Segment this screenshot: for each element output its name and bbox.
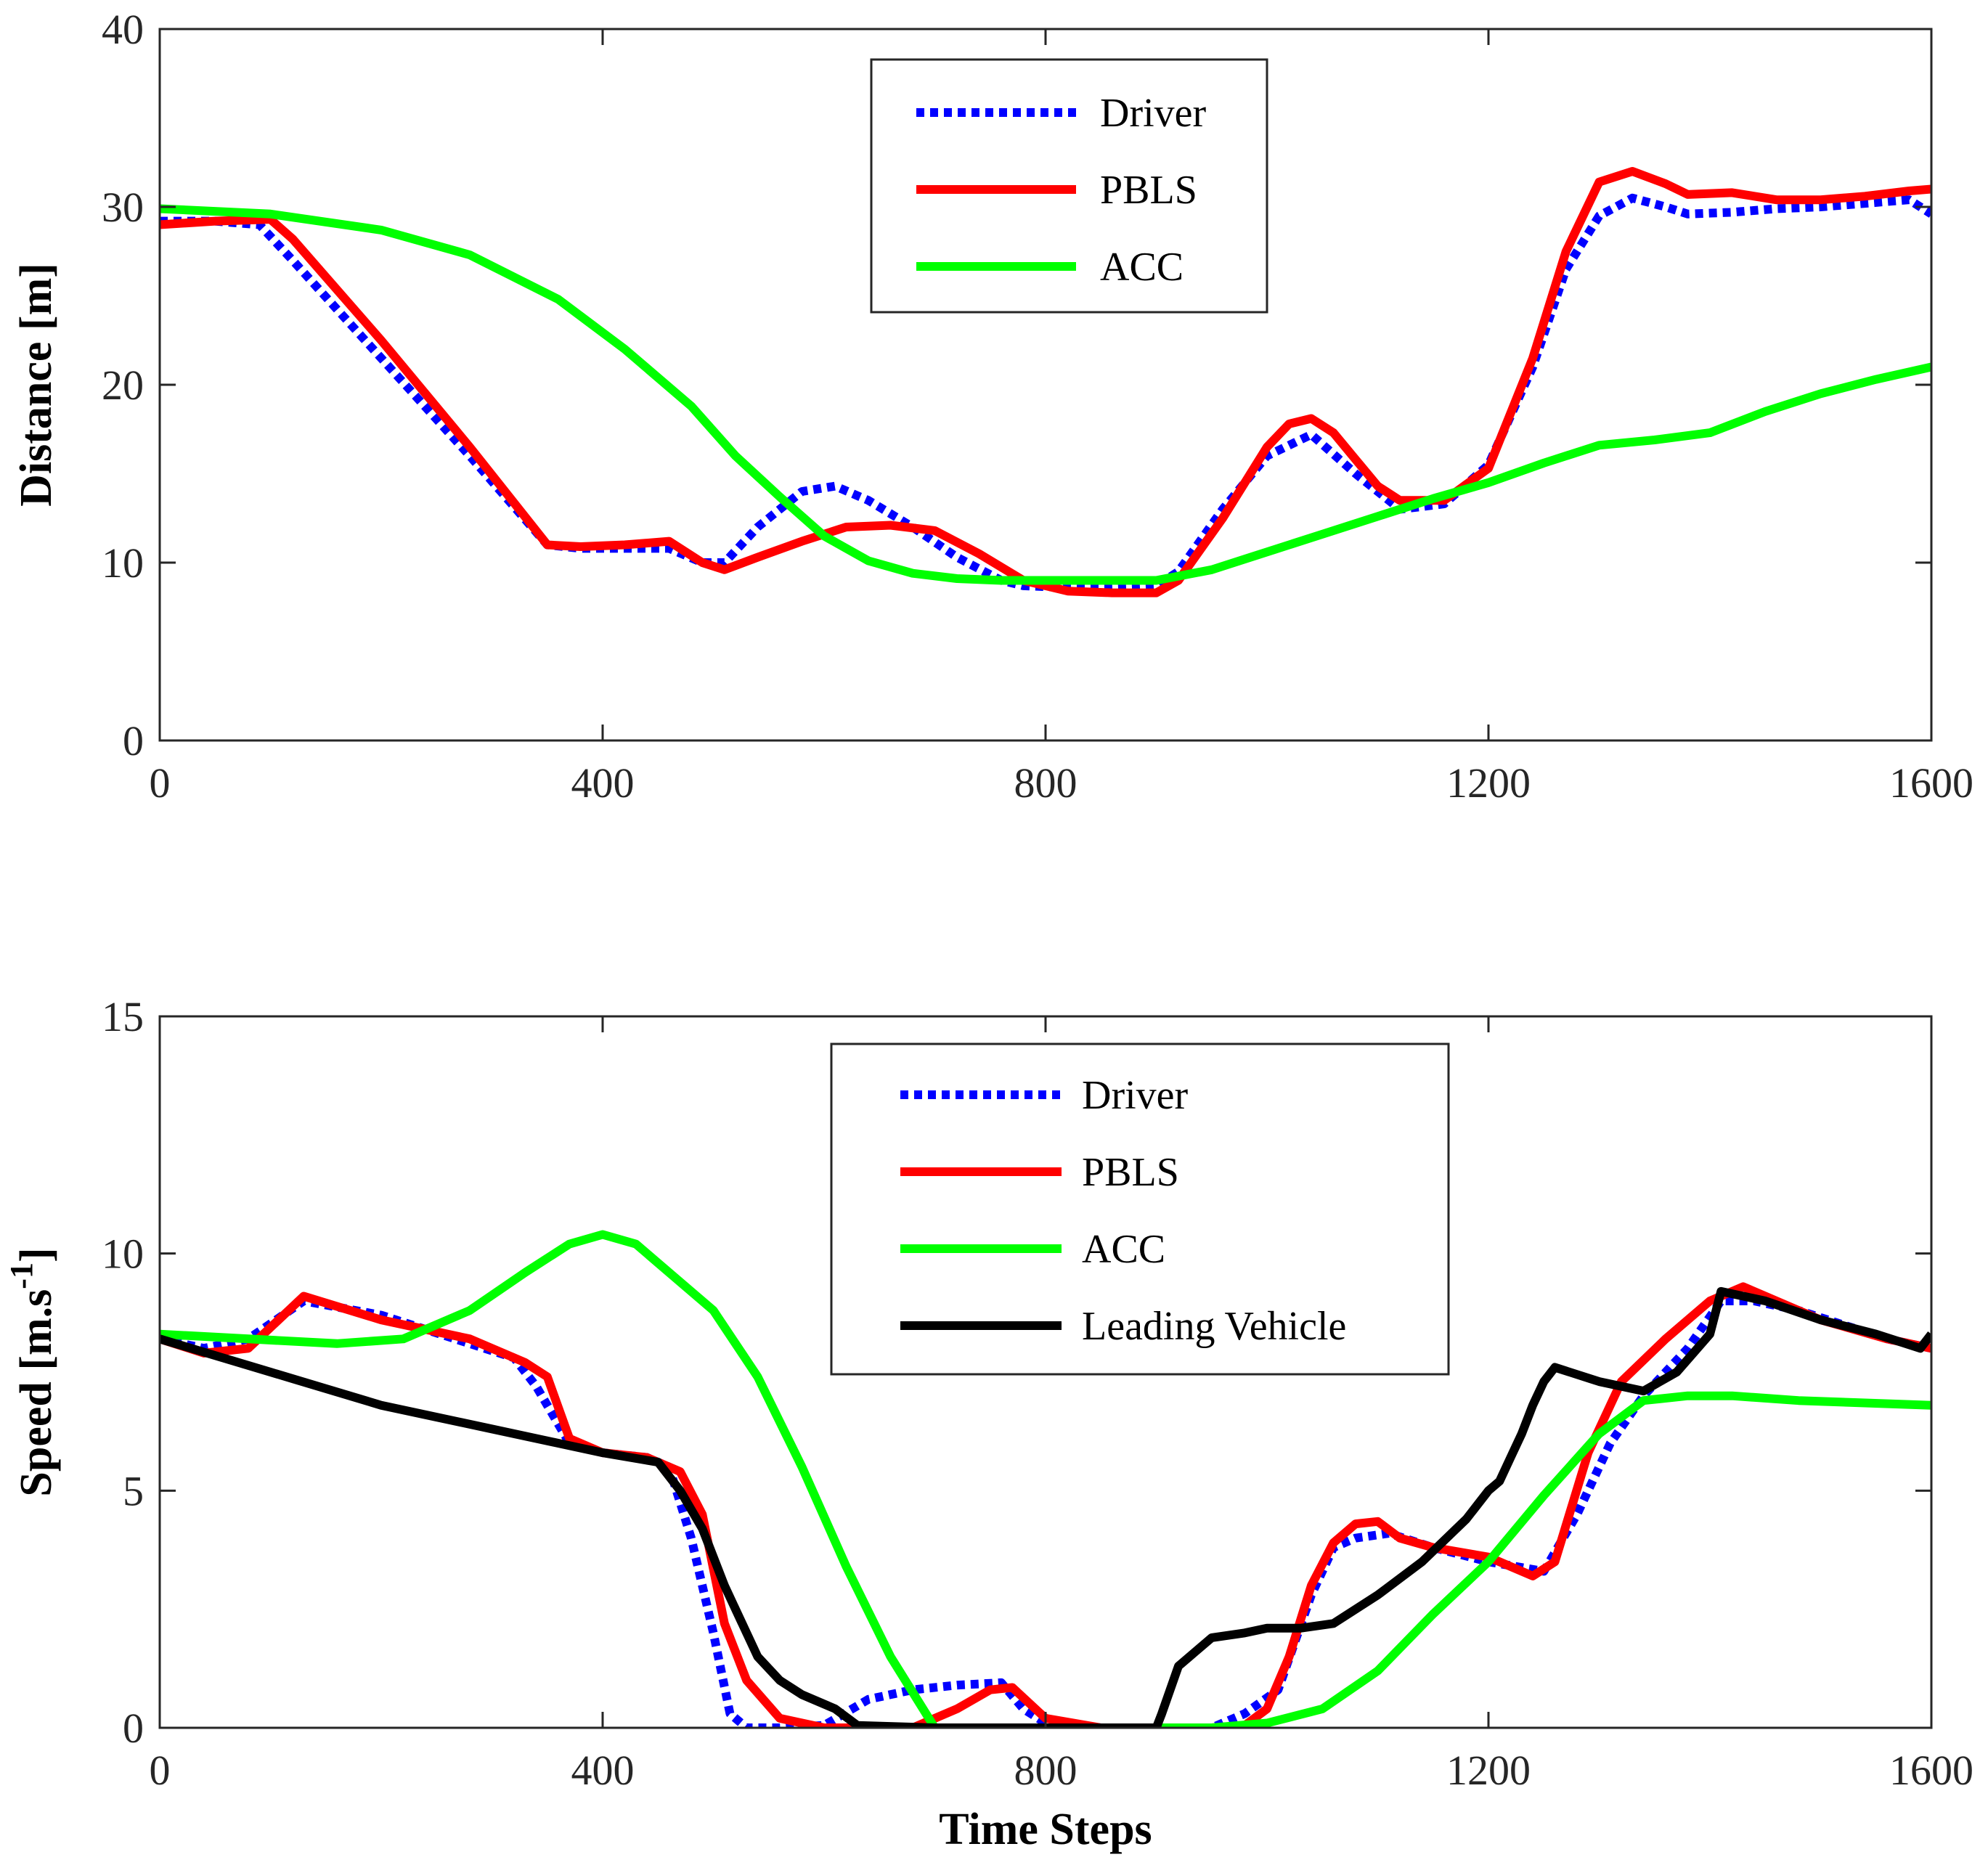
y-tick-label: 30 bbox=[102, 184, 144, 231]
series-line-acc bbox=[160, 1230, 1931, 1728]
x-tick-label: 1600 bbox=[1889, 759, 1973, 807]
series-line-leading-vehicle bbox=[160, 1286, 1931, 1728]
y-tick-label: 10 bbox=[102, 539, 144, 587]
legend: Driver PBLS ACC Leading Vehicle bbox=[830, 1042, 1450, 1376]
y-tick-label: 10 bbox=[102, 1231, 144, 1278]
x-tick-label: 1600 bbox=[1889, 1747, 1973, 1794]
x-tick-label: 400 bbox=[571, 759, 635, 807]
legend-label: PBLS bbox=[1082, 1150, 1179, 1195]
legend: Driver PBLS ACC bbox=[870, 58, 1268, 314]
y-tick-label: 5 bbox=[123, 1467, 144, 1514]
series-group bbox=[160, 1230, 1931, 1728]
legend-label: ACC bbox=[1082, 1227, 1165, 1272]
y-tick-label: 0 bbox=[123, 1705, 144, 1752]
y-tick-label: 0 bbox=[123, 717, 144, 764]
y-tick-label: 15 bbox=[102, 993, 144, 1040]
x-tick-label: 1200 bbox=[1446, 1747, 1531, 1794]
series-line-driver bbox=[160, 1297, 1931, 1728]
x-tick-label: 800 bbox=[1014, 1747, 1077, 1794]
x-axis-label: Time Steps bbox=[939, 1805, 1152, 1854]
series-group bbox=[160, 167, 1931, 597]
x-tick-label: 800 bbox=[1014, 759, 1077, 807]
legend-label: Leading Vehicle bbox=[1082, 1304, 1346, 1349]
legend-label: ACC bbox=[1100, 245, 1184, 290]
y-axis-label: Distance [m] bbox=[12, 263, 61, 507]
legend-label: Driver bbox=[1082, 1073, 1189, 1118]
series-line-acc bbox=[160, 204, 1931, 585]
x-tick-label: 1200 bbox=[1446, 759, 1531, 807]
y-tick-label: 20 bbox=[102, 362, 144, 409]
series-line-driver bbox=[160, 193, 1931, 592]
legend-label: PBLS bbox=[1100, 168, 1197, 213]
speed-plot: 0 400 800 1200 1600 0 5 10 15 Speed [m.s-1] Time S… bbox=[4, 993, 1973, 1854]
distance-plot: 0 400 800 1200 1600 0 10 20 30 40 Distance [m] Driv… bbox=[12, 6, 1973, 807]
y-tick-label: 40 bbox=[102, 6, 144, 53]
legend-label: Driver bbox=[1100, 91, 1207, 136]
x-tick-label: 400 bbox=[571, 1747, 635, 1794]
y-axis-label: Speed [m.s-1] bbox=[4, 1247, 61, 1496]
x-tick-label: 0 bbox=[150, 1747, 171, 1794]
x-tick-label: 0 bbox=[150, 759, 171, 807]
